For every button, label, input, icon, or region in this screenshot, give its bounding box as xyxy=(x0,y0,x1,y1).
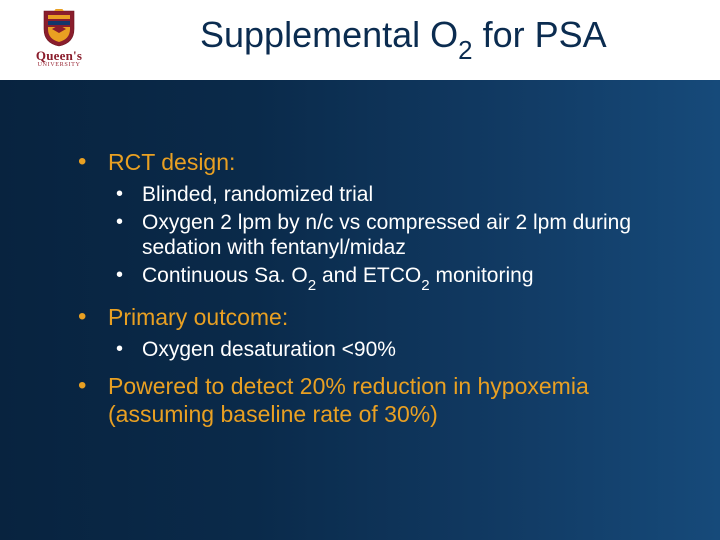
bullet-list-lvl2: Oxygen desaturation <90% xyxy=(108,337,680,363)
slide: Queen's UNIVERSITY Supplemental O2 for P… xyxy=(0,0,720,540)
bullet-lvl1: RCT design: Blinded, randomized trial Ox… xyxy=(78,148,680,293)
logo-text: Queen's UNIVERSITY xyxy=(36,49,82,68)
bullet-text: Blinded, randomized trial xyxy=(142,183,373,206)
crest-icon xyxy=(42,9,76,47)
bullet-lvl2: Oxygen desaturation <90% xyxy=(116,337,680,363)
bullet-text: Powered to detect 20% reduction in hypox… xyxy=(108,373,589,427)
bullet-text: Oxygen 2 lpm by n/c vs compressed air 2 … xyxy=(142,211,631,260)
bullet-lvl1: Powered to detect 20% reduction in hypox… xyxy=(78,372,680,428)
bullet-lvl2: Blinded, randomized trial xyxy=(116,182,680,208)
title-pre: Supplemental O xyxy=(200,14,458,55)
slide-title: Supplemental O2 for PSA xyxy=(200,14,700,62)
bullet-text-mid: and ETCO xyxy=(316,264,421,287)
bullet-text-post: monitoring xyxy=(430,264,534,287)
bullet-text: Primary outcome: xyxy=(108,304,288,330)
title-subscript: 2 xyxy=(458,37,472,65)
bullet-subscript: 2 xyxy=(421,277,429,294)
bullet-list-lvl2: Blinded, randomized trial Oxygen 2 lpm b… xyxy=(108,182,680,292)
bullet-text-pre: Continuous Sa. O xyxy=(142,264,308,287)
bullet-text: RCT design: xyxy=(108,149,235,175)
queens-logo: Queen's UNIVERSITY xyxy=(14,6,104,72)
bullet-text: Oxygen desaturation <90% xyxy=(142,338,396,361)
bullet-subscript: 2 xyxy=(308,277,316,294)
bullet-lvl1: Primary outcome: Oxygen desaturation <90… xyxy=(78,303,680,363)
bullet-lvl2: Continuous Sa. O2 and ETCO2 monitoring xyxy=(116,263,680,293)
slide-content: RCT design: Blinded, randomized trial Ox… xyxy=(78,148,680,438)
logo-subtitle: UNIVERSITY xyxy=(36,62,82,68)
bullet-lvl2: Oxygen 2 lpm by n/c vs compressed air 2 … xyxy=(116,210,680,261)
title-bar: Queen's UNIVERSITY Supplemental O2 for P… xyxy=(0,0,720,80)
bullet-list-lvl1: RCT design: Blinded, randomized trial Ox… xyxy=(78,148,680,428)
title-post: for PSA xyxy=(473,14,607,55)
